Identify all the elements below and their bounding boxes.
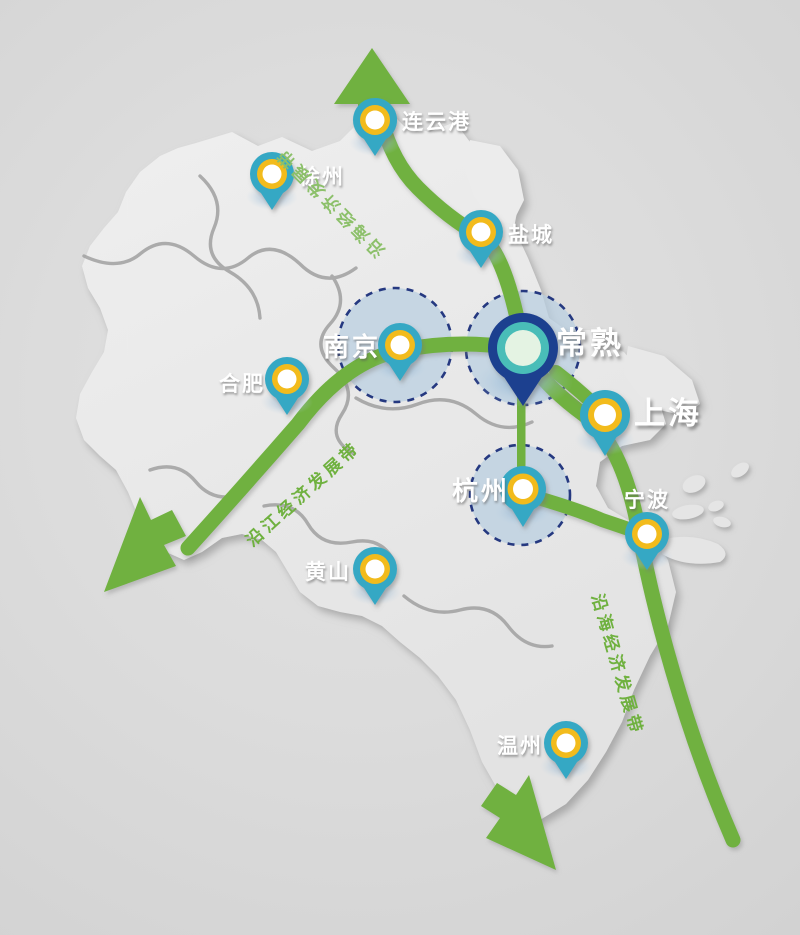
pin-yancheng[interactable]	[459, 210, 503, 268]
island-6	[731, 462, 749, 478]
arrow-southeast	[481, 775, 556, 870]
route-yangtze	[104, 336, 532, 592]
pin-shanghai[interactable]	[580, 390, 630, 456]
river-huaihe	[82, 241, 358, 280]
city-label-nanjing: 南京	[323, 332, 382, 362]
pin-hangzhou[interactable]	[500, 466, 546, 527]
city-label-lianyungang: 连云港	[402, 111, 471, 134]
pin-lianyungang[interactable]	[352, 98, 397, 156]
city-label-ningbo: 宁波	[624, 489, 670, 512]
route-coastal	[334, 48, 741, 870]
border-zhejiang	[262, 503, 396, 564]
pin-ningbo[interactable]	[625, 512, 669, 570]
pin-wenzhou[interactable]	[544, 721, 588, 779]
river-yangtze	[354, 396, 534, 430]
route-coastal-path	[368, 88, 741, 848]
land-north-jiangsu-bulge	[464, 140, 524, 224]
river-north-branch	[198, 174, 262, 320]
city-label-huangshan: 黄山	[305, 561, 351, 584]
pin-nanjing[interactable]	[378, 323, 422, 381]
island-3	[708, 500, 724, 512]
border-anhui-jiangsu	[319, 274, 356, 456]
island-2	[672, 504, 704, 520]
city-pins	[250, 98, 669, 779]
offshore-islands	[662, 462, 749, 564]
rivers-and-borders	[82, 174, 554, 649]
city-label-yancheng: 盐城	[508, 224, 554, 247]
pin-xuzhou[interactable]	[250, 152, 294, 210]
city-label-changshu: 常熟	[556, 326, 624, 361]
island-5	[662, 536, 726, 564]
city-label-hefei: 合肥	[219, 373, 265, 396]
pin-huangshan[interactable]	[353, 547, 397, 605]
pin-hefei[interactable]	[265, 357, 309, 415]
island-4	[713, 516, 731, 528]
island-1	[682, 475, 706, 493]
arrow-southwest	[104, 497, 186, 592]
city-label-shanghai: 上海	[634, 396, 702, 431]
land-shanghai-tip	[624, 346, 700, 416]
route-yangtze-path	[180, 336, 532, 556]
pin-changshu-focus[interactable]	[488, 313, 558, 406]
city-label-xuzhou: 徐州	[299, 166, 345, 189]
city-label-hangzhou: 杭州	[452, 476, 511, 506]
river-south	[402, 594, 554, 649]
arrow-north	[334, 48, 410, 128]
city-label-wenzhou: 温州	[497, 735, 543, 758]
